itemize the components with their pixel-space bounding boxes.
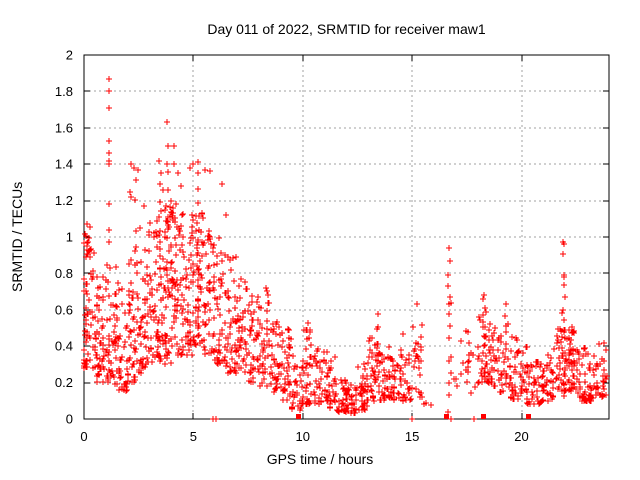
x-tick-label: 10 — [296, 429, 310, 444]
zero-value-marker — [444, 414, 449, 419]
zero-value-marker — [296, 414, 301, 419]
y-tick-label: 1.4 — [55, 157, 73, 172]
x-tick-label: 20 — [514, 429, 528, 444]
y-tick-label: 1.2 — [55, 193, 73, 208]
zero-value-marker — [481, 414, 486, 419]
axis-ticks — [83, 54, 609, 420]
x-tick-label: 0 — [80, 429, 87, 444]
y-tick-label: 0.8 — [55, 266, 73, 281]
y-tick-label: 0.2 — [55, 375, 73, 390]
x-tick-label: 15 — [405, 429, 419, 444]
x-axis-label: GPS time / hours — [266, 451, 374, 467]
y-tick-label: 0.4 — [55, 339, 73, 354]
zero-value-marker — [526, 414, 531, 419]
y-tick-label: 1.8 — [55, 84, 73, 99]
y-tick-label: 0.6 — [55, 302, 73, 317]
data-points — [81, 76, 610, 422]
chart-title: Day 011 of 2022, SRMTID for receiver maw… — [207, 21, 486, 37]
y-tick-label: 1.6 — [55, 120, 73, 135]
y-tick-label: 2 — [66, 48, 73, 63]
y-tick-label: 1 — [66, 230, 73, 245]
x-tick-label: 5 — [190, 429, 197, 444]
y-tick-label: 0 — [66, 412, 73, 427]
